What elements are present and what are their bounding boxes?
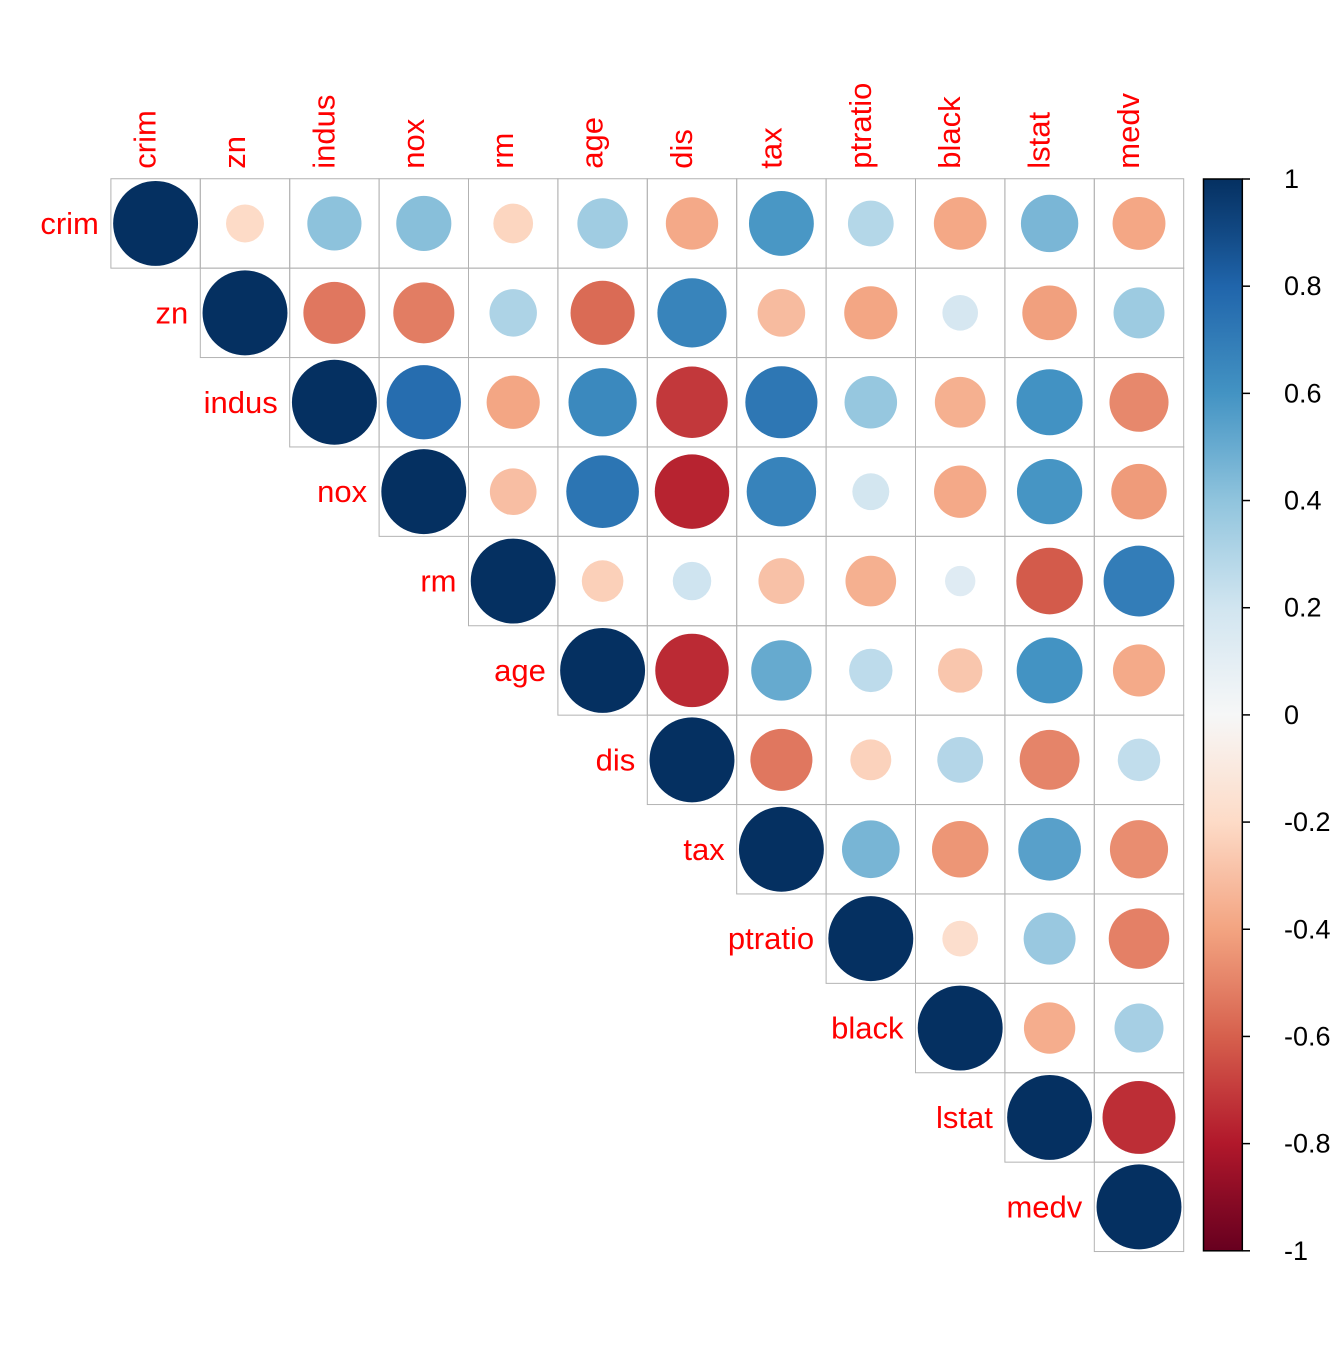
svg-text:zn: zn <box>156 295 189 330</box>
svg-text:crim: crim <box>40 206 99 241</box>
svg-text:nox: nox <box>396 118 431 168</box>
svg-text:black: black <box>831 1011 904 1046</box>
svg-text:ptratio: ptratio <box>728 921 814 956</box>
svg-text:crim: crim <box>128 110 163 169</box>
svg-text:-1: -1 <box>1284 1236 1308 1266</box>
svg-text:lstat: lstat <box>936 1100 993 1135</box>
svg-text:tax: tax <box>683 832 725 867</box>
svg-text:-0.8: -0.8 <box>1284 1129 1331 1159</box>
svg-text:rm: rm <box>485 133 520 169</box>
svg-text:0.8: 0.8 <box>1284 271 1322 301</box>
svg-text:rm: rm <box>420 564 456 599</box>
svg-text:tax: tax <box>753 127 788 169</box>
svg-text:-0.2: -0.2 <box>1284 807 1331 837</box>
svg-text:nox: nox <box>317 474 367 509</box>
svg-text:1: 1 <box>1284 164 1299 194</box>
svg-text:medv: medv <box>1006 1189 1082 1224</box>
svg-text:0.6: 0.6 <box>1284 378 1322 408</box>
svg-text:indus: indus <box>204 385 278 420</box>
svg-text:black: black <box>932 96 967 169</box>
svg-text:0.4: 0.4 <box>1284 486 1322 516</box>
svg-text:age: age <box>575 117 610 169</box>
svg-text:dis: dis <box>596 742 636 777</box>
svg-text:dis: dis <box>664 129 699 169</box>
svg-text:0.2: 0.2 <box>1284 593 1322 623</box>
svg-text:lstat: lstat <box>1022 112 1057 169</box>
svg-text:age: age <box>494 653 546 688</box>
svg-text:ptratio: ptratio <box>843 83 878 169</box>
svg-text:-0.6: -0.6 <box>1284 1021 1331 1051</box>
svg-text:medv: medv <box>1111 92 1146 168</box>
svg-text:indus: indus <box>306 95 341 169</box>
svg-text:zn: zn <box>217 136 252 169</box>
svg-text:0: 0 <box>1284 700 1299 730</box>
svg-text:-0.4: -0.4 <box>1284 914 1331 944</box>
